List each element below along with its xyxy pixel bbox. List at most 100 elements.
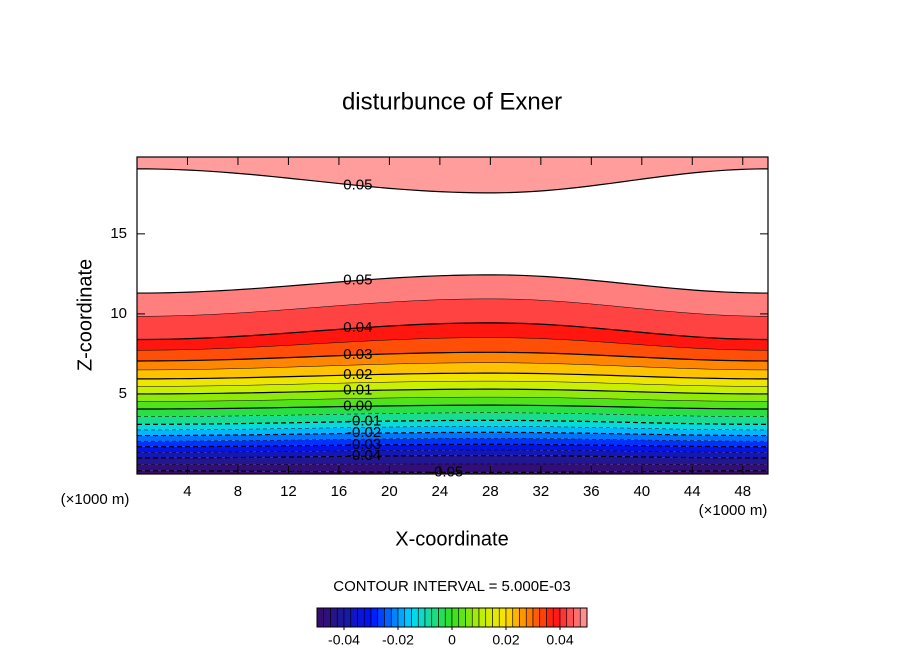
contour-line (136, 431, 769, 437)
contour-label: -0.02 (347, 424, 381, 441)
x-tick-label: 8 (234, 483, 242, 500)
colorbar: -0.04 -0.02 0 0.02 0.04 (316, 607, 588, 648)
contour-label: -0.03 (347, 436, 381, 453)
band (137, 464, 768, 473)
x-tick-label: 4 (183, 483, 191, 500)
colorbar-cell (343, 607, 352, 628)
contour-line (136, 168, 769, 194)
contour-sub-line (136, 337, 769, 351)
band (137, 444, 768, 453)
contour-label: -0.01 (347, 412, 381, 429)
contour-label: 0.00 (343, 397, 372, 414)
band (137, 405, 768, 417)
band (137, 157, 768, 193)
colorbar-cell (512, 607, 520, 628)
colorbar-cell (411, 607, 419, 628)
contour-sub-line (136, 438, 769, 442)
y-tick-label: 10 (110, 305, 127, 322)
colorbar-cell (370, 607, 379, 628)
colorbar-cell (417, 607, 426, 628)
x-tick-label: 44 (684, 483, 701, 500)
x-tick-label: 32 (532, 483, 549, 500)
colorbar-tick-label: 0.02 (492, 632, 519, 648)
contour-label: 0.03 (343, 346, 372, 363)
contour-fills (136, 157, 769, 474)
colorbar-tick-label: -0.02 (382, 632, 414, 648)
x-tick-label: 16 (331, 483, 348, 500)
band (137, 420, 768, 430)
contour-sub-line (136, 426, 769, 431)
y-tick-label: 15 (110, 225, 127, 242)
contour-sub-line (136, 396, 769, 402)
colorbar-cell (404, 607, 412, 628)
x-tick-label: 48 (734, 483, 751, 500)
colorbar-cell (377, 607, 385, 628)
contour-line (136, 388, 769, 395)
colorbar-cell (397, 607, 406, 628)
contour-label: 0.02 (343, 366, 372, 383)
contour-label: 0.04 (343, 319, 372, 336)
colorbar-tick-label: 0.04 (546, 632, 573, 648)
y-axis-label: Z-coordinate (74, 259, 96, 371)
colorbar-cell (546, 607, 554, 628)
plot-frame (136, 156, 769, 475)
band (137, 168, 768, 294)
colorbar-cell (444, 607, 453, 628)
contour-sub-line (136, 380, 769, 387)
colorbar-cell (438, 607, 446, 628)
colorbar-cell (424, 607, 433, 628)
contour-line (136, 274, 769, 294)
y-tick-label: 5 (119, 385, 127, 402)
colorbar-cell (566, 607, 574, 628)
colorbar-cell (350, 607, 358, 628)
colorbar-cell (363, 607, 372, 628)
contour-line (136, 454, 769, 459)
colorbar-cell (357, 607, 365, 628)
colorbar-cell (330, 607, 338, 628)
colorbar-cell (559, 607, 568, 628)
x-tick-label: 40 (633, 483, 650, 500)
colorbar-cell (458, 607, 466, 628)
contour-sub-line (136, 412, 769, 417)
colorbar-cell (384, 607, 392, 628)
contour-line (136, 322, 769, 341)
colorbar-cell (579, 607, 588, 628)
band (137, 397, 768, 409)
contour-line (136, 372, 769, 380)
colorbar-cell (316, 607, 325, 628)
colorbar-cell (532, 607, 541, 628)
x-unit-label: (×1000 m) (61, 491, 130, 508)
x-tick-label: 28 (482, 483, 499, 500)
contour-line (136, 419, 769, 425)
contour-label: -0.04 (347, 447, 381, 464)
x-tick-label: 20 (381, 483, 398, 500)
contour-label: 0.05 (343, 176, 372, 193)
contour-line (136, 470, 769, 473)
colorbar-cell (390, 607, 399, 628)
contour-label: 0.05 (343, 271, 372, 288)
band (137, 438, 768, 447)
x-axis-label: X-coordinate (395, 528, 508, 550)
colorbar-cell (573, 607, 581, 628)
colorbar-cell (525, 607, 534, 628)
contour-label: -0.05 (429, 463, 463, 480)
colorbar-cell (505, 607, 514, 628)
colorbar-cell (471, 607, 480, 628)
band (137, 432, 768, 442)
colorbar-cell (539, 607, 547, 628)
colorbar-cell (478, 607, 487, 628)
colorbar-tick-label: 0 (448, 632, 456, 648)
x-tick-label: 12 (280, 483, 297, 500)
band (137, 274, 768, 317)
chart-title: disturbunce of Exner (342, 88, 562, 115)
contour-sub-line (136, 362, 769, 371)
colorbar-cell (336, 607, 345, 628)
contour-line (136, 443, 769, 448)
colorbar-tick-label: -0.04 (328, 632, 360, 648)
contour-label: 0.01 (343, 382, 372, 399)
colorbar-cell (485, 607, 493, 628)
colorbar-cell (552, 607, 561, 628)
colorbar-cell (465, 607, 473, 628)
band (137, 455, 768, 465)
contour-interval: CONTOUR INTERVAL = 5.000E-03 (333, 578, 570, 595)
